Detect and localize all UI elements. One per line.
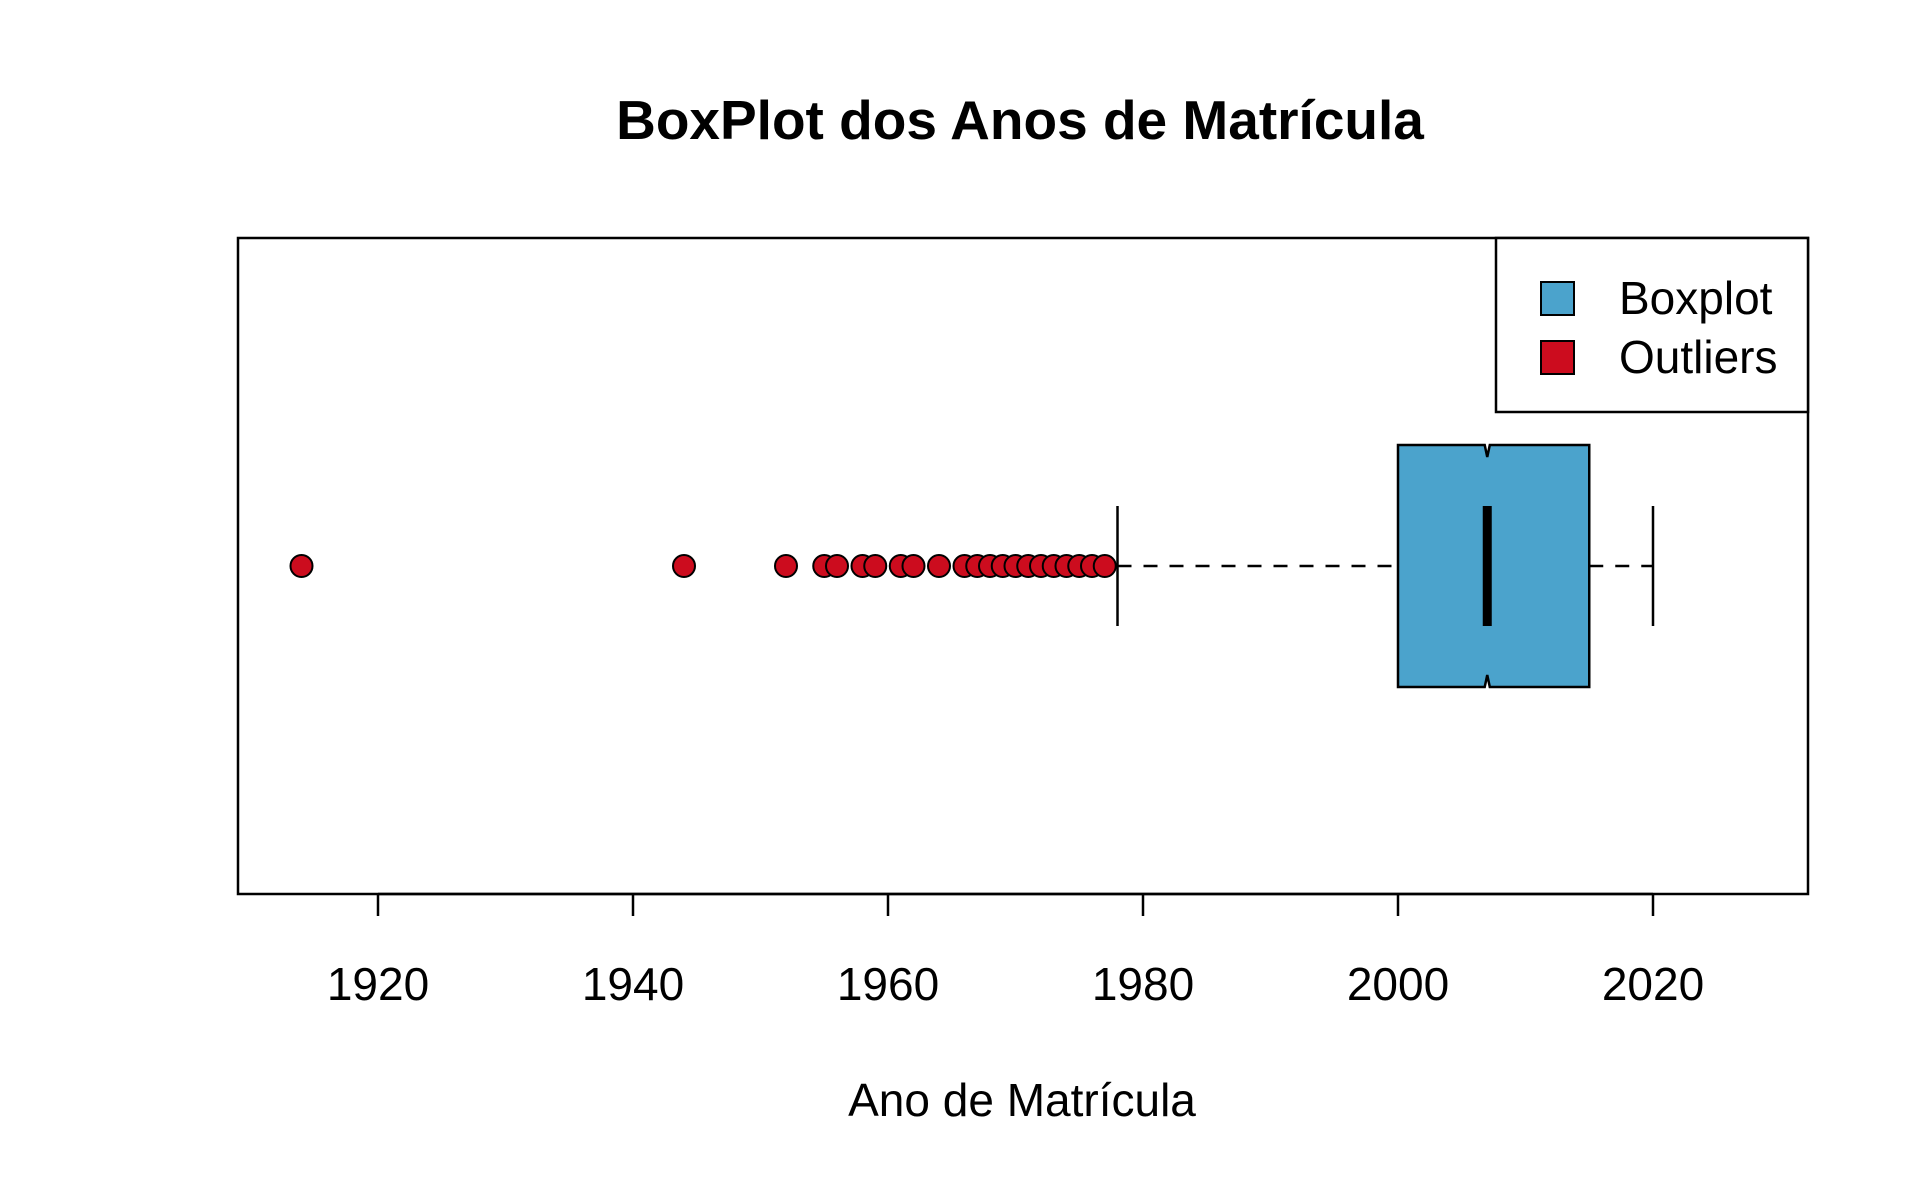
outlier-point xyxy=(863,554,888,578)
chart-title: BoxPlot dos Anos de Matrícula xyxy=(616,89,1424,151)
outlier-point xyxy=(825,554,849,578)
legend-label: Boxplot xyxy=(1619,272,1773,324)
x-tick-label: 1940 xyxy=(582,958,684,1010)
legend: Boxplot Outliers xyxy=(1494,236,1810,414)
plot-area xyxy=(289,443,1655,689)
legend-box xyxy=(1494,236,1810,414)
outlier-point xyxy=(927,554,951,578)
outlier-point xyxy=(774,554,798,578)
outlier-point xyxy=(289,554,314,578)
x-tick-label: 2000 xyxy=(1347,958,1449,1010)
x-axis: 1920 1940 1960 1980 2000 2020 xyxy=(327,892,1704,1010)
outlier-point xyxy=(1092,554,1117,578)
x-tick-label: 2020 xyxy=(1602,958,1704,1010)
x-tick-label: 1960 xyxy=(837,958,939,1010)
x-tick-label: 1980 xyxy=(1092,958,1194,1010)
legend-swatch xyxy=(1540,281,1575,316)
outlier-point xyxy=(672,554,696,578)
outlier-point xyxy=(901,554,926,578)
legend-label: Outliers xyxy=(1619,331,1777,383)
x-axis-label: Ano de Matrícula xyxy=(848,1074,1196,1126)
x-tick-label: 1920 xyxy=(327,958,429,1010)
legend-swatch xyxy=(1540,340,1575,375)
box-iqr xyxy=(1396,443,1591,689)
